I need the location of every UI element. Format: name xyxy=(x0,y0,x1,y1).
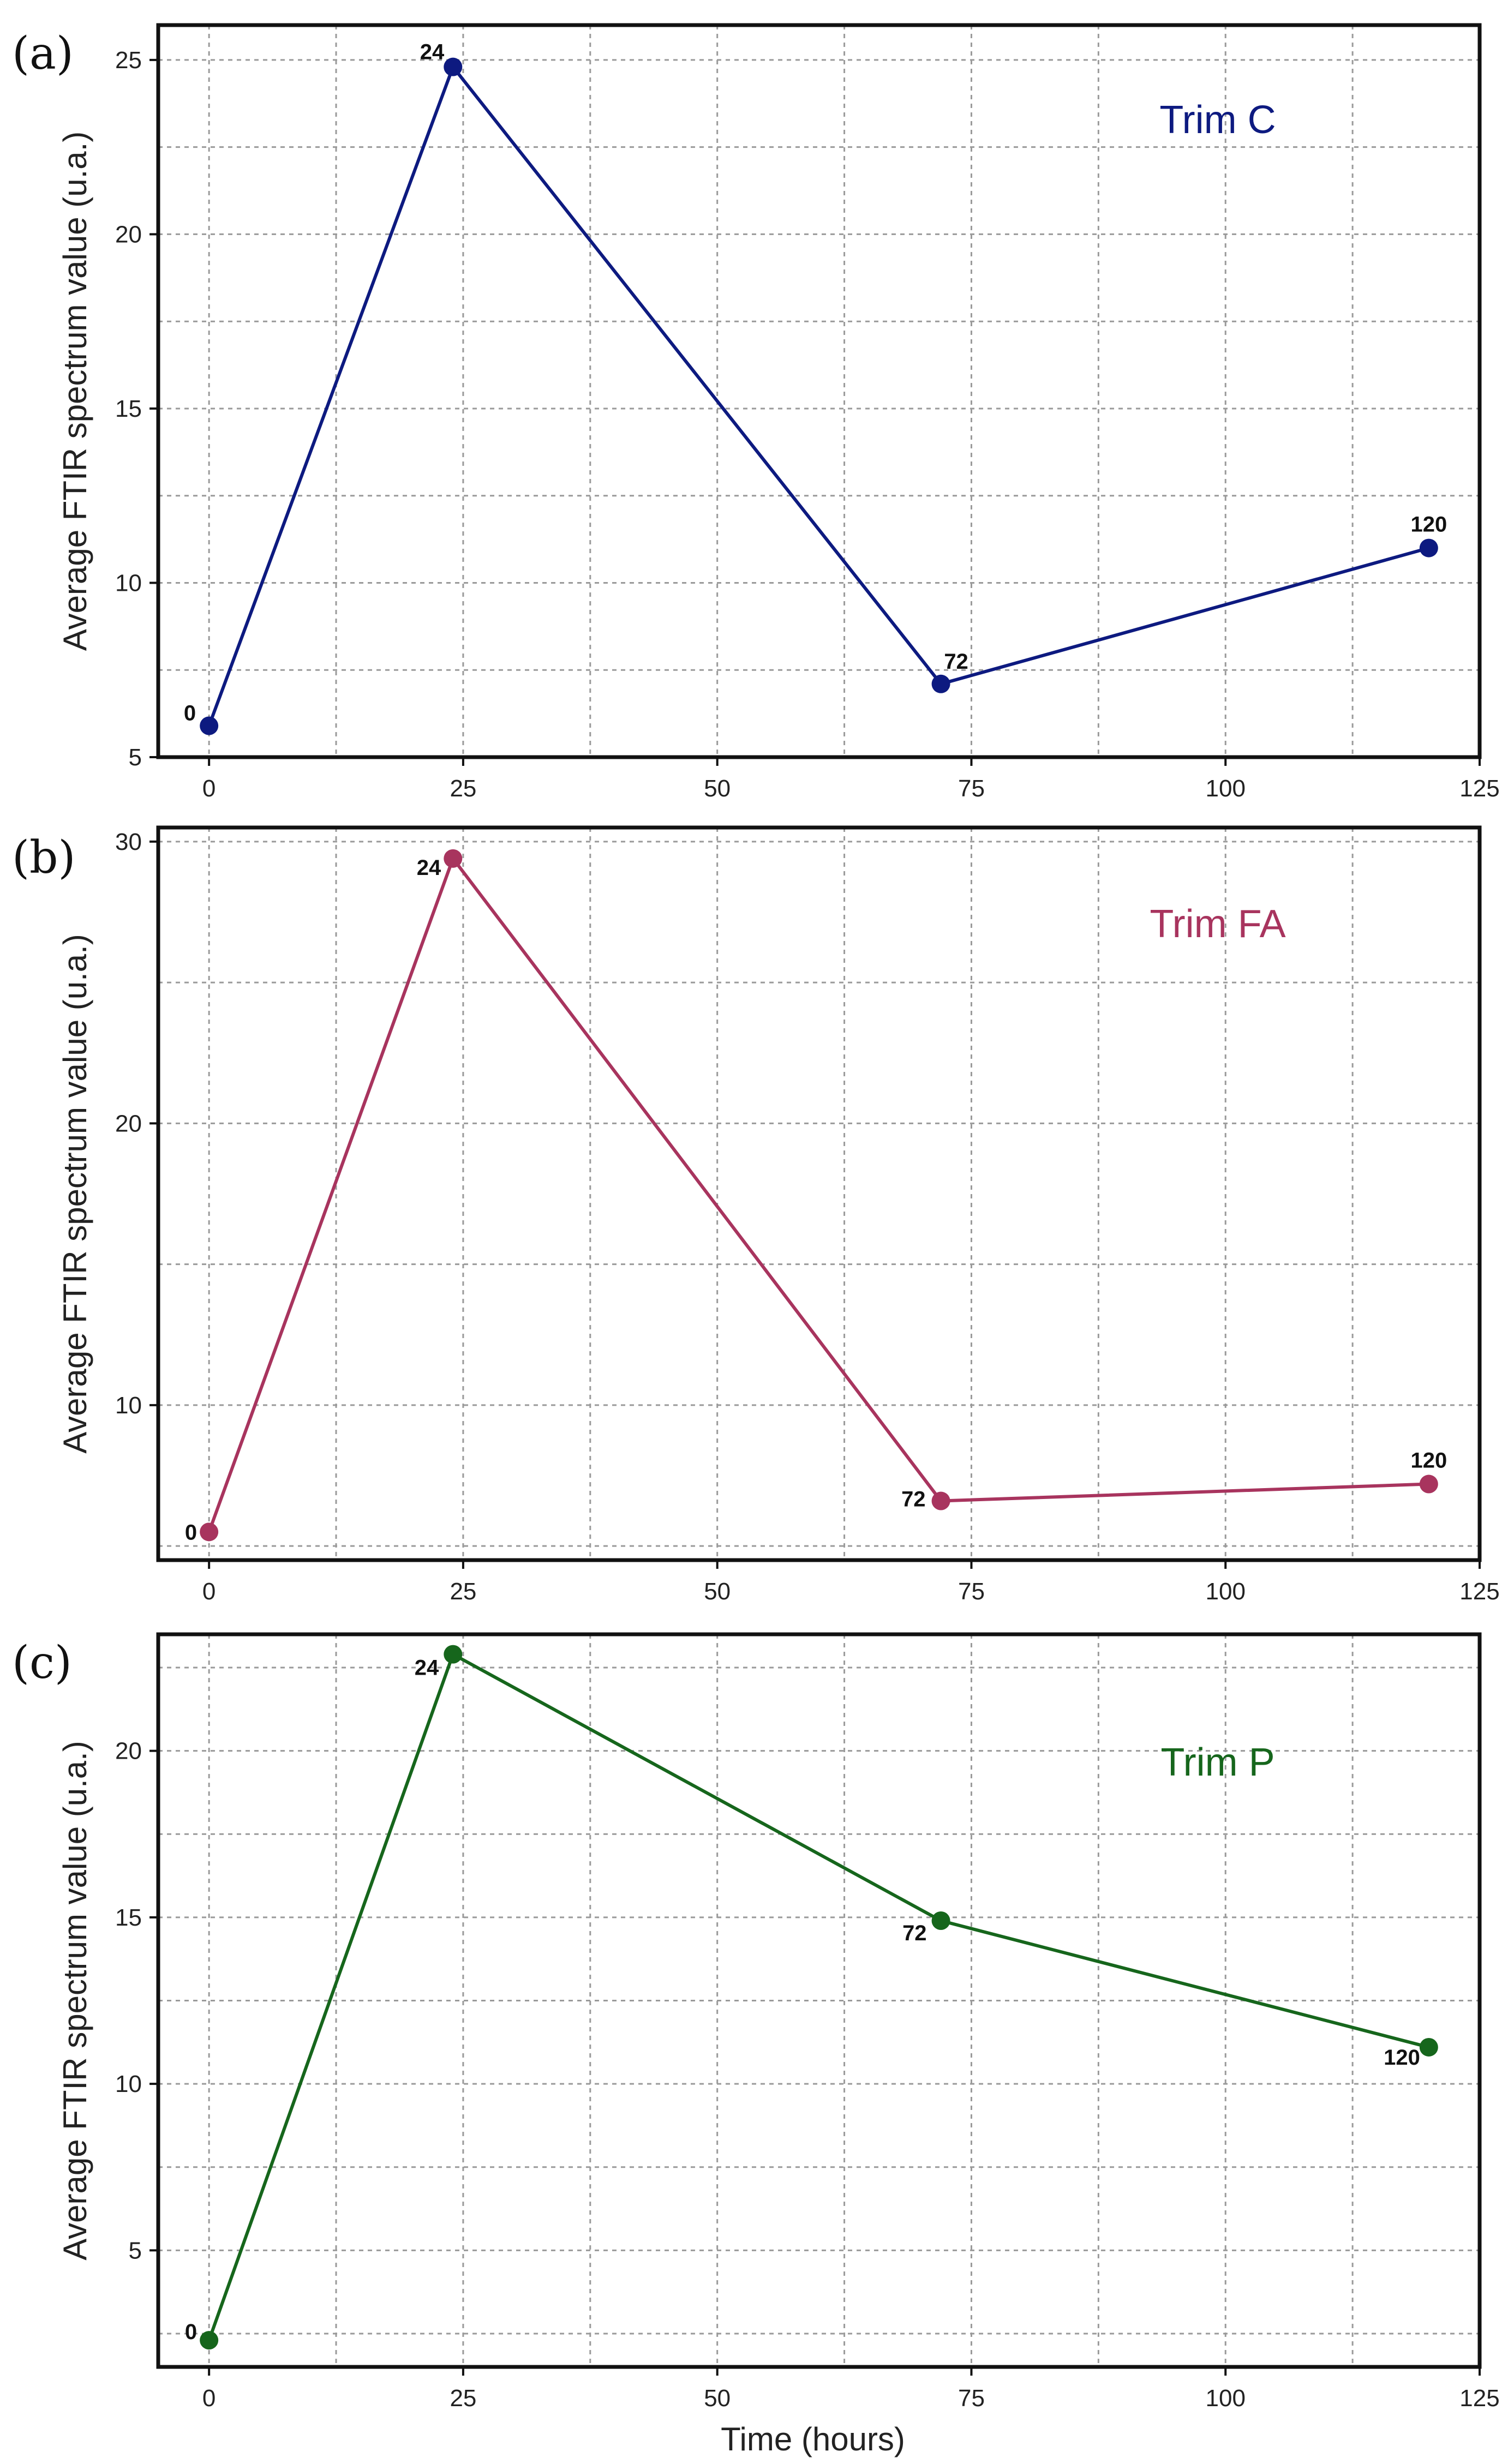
x-tick-label: 75 xyxy=(958,2385,985,2412)
y-axis-title: Average FTIR spectrum value (u.a.) xyxy=(57,934,93,1454)
y-tick-label: 20 xyxy=(115,1110,142,1137)
plot-frame xyxy=(156,23,1482,759)
series-name-label: Trim P xyxy=(1160,1741,1274,1784)
panel-letter: (c) xyxy=(12,1637,72,1689)
x-tick-label: 125 xyxy=(1459,2385,1499,2412)
data-point-label: 72 xyxy=(944,650,968,674)
x-tick-label: 25 xyxy=(450,1578,476,1605)
x-tick-label: 125 xyxy=(1459,775,1499,802)
series-name-label: Trim C xyxy=(1159,98,1276,142)
data-point-label: 120 xyxy=(1384,2046,1420,2070)
y-tick-label: 5 xyxy=(129,744,142,771)
plot-frame xyxy=(156,1632,1482,2369)
data-point xyxy=(1419,2037,1438,2057)
y-tick-label: 15 xyxy=(115,1904,142,1931)
data-point xyxy=(200,716,219,735)
data-point-label: 72 xyxy=(902,1921,927,1945)
data-point-label: 72 xyxy=(901,1488,926,1512)
y-tick-label: 10 xyxy=(115,1392,142,1419)
series-line xyxy=(207,1652,1429,2341)
y-tick-label: 10 xyxy=(115,569,142,596)
x-tick-label: 0 xyxy=(202,775,216,802)
x-tick-label: 0 xyxy=(202,2385,216,2412)
x-tick-label: 50 xyxy=(704,2385,731,2412)
data-point xyxy=(931,1491,950,1510)
y-tick-label: 25 xyxy=(115,47,142,74)
y-tick-label: 10 xyxy=(115,2071,142,2097)
x-tick-label: 75 xyxy=(958,1578,985,1605)
data-point-label: 24 xyxy=(415,1656,439,1680)
data-point-label: 120 xyxy=(1410,513,1447,537)
panel-letter: (b) xyxy=(12,832,75,884)
data-point xyxy=(444,1645,463,1664)
y-tick-label: 5 xyxy=(129,2237,142,2264)
x-tick-label: 50 xyxy=(704,775,731,802)
x-tick-label: 50 xyxy=(704,1578,731,1605)
x-tick-label: 0 xyxy=(202,1578,216,1605)
y-tick-label: 30 xyxy=(115,829,142,855)
chart-panel-2: 0 25 50 75 100 125 10 20 30 Average FTIR spectrum… xyxy=(12,825,1500,1605)
data-point xyxy=(1419,1474,1438,1494)
panel-letter: (a) xyxy=(12,28,74,80)
y-tick-label: 20 xyxy=(115,1738,142,1765)
data-point xyxy=(1419,538,1438,557)
data-point xyxy=(931,1911,950,1930)
series-line xyxy=(207,856,1429,1533)
x-tick-label: 75 xyxy=(958,775,985,802)
data-point xyxy=(444,57,463,76)
plot-frame xyxy=(156,825,1482,1562)
y-axis-title: Average FTIR spectrum value (u.a.) xyxy=(57,1741,93,2261)
data-point xyxy=(200,2331,219,2350)
series-name-label: Trim FA xyxy=(1150,902,1285,946)
chart-panel-3: 0 25 50 75 100 125 5 10 15 20 Average FTIR spectru… xyxy=(12,1632,1500,2412)
x-tick-label: 100 xyxy=(1206,775,1246,802)
data-point xyxy=(444,849,463,868)
data-point-label: 0 xyxy=(185,2320,197,2344)
data-point-label: 24 xyxy=(420,40,445,64)
x-axis-title: Time (hours) xyxy=(721,2421,905,2457)
x-tick-label: 125 xyxy=(1459,1578,1499,1605)
x-tick-label: 100 xyxy=(1206,2385,1246,2412)
data-point-label: 120 xyxy=(1410,1449,1447,1473)
series-line xyxy=(207,65,1429,727)
x-tick-label: 100 xyxy=(1206,1578,1246,1605)
data-point-label: 0 xyxy=(185,1520,197,1544)
y-tick-label: 20 xyxy=(115,221,142,248)
x-tick-label: 25 xyxy=(450,775,476,802)
data-point-label: 24 xyxy=(417,856,441,880)
y-tick-label: 15 xyxy=(115,395,142,422)
y-axis-title: Average FTIR spectrum value (u.a.) xyxy=(57,131,93,651)
data-point-label: 0 xyxy=(184,701,196,725)
data-point xyxy=(931,674,950,693)
data-point xyxy=(200,1522,219,1542)
x-tick-label: 25 xyxy=(450,2385,476,2412)
chart-panel-1: 0 25 50 75 100 125 5 10 15 20 25 Average FTIR spect… xyxy=(12,23,1500,802)
